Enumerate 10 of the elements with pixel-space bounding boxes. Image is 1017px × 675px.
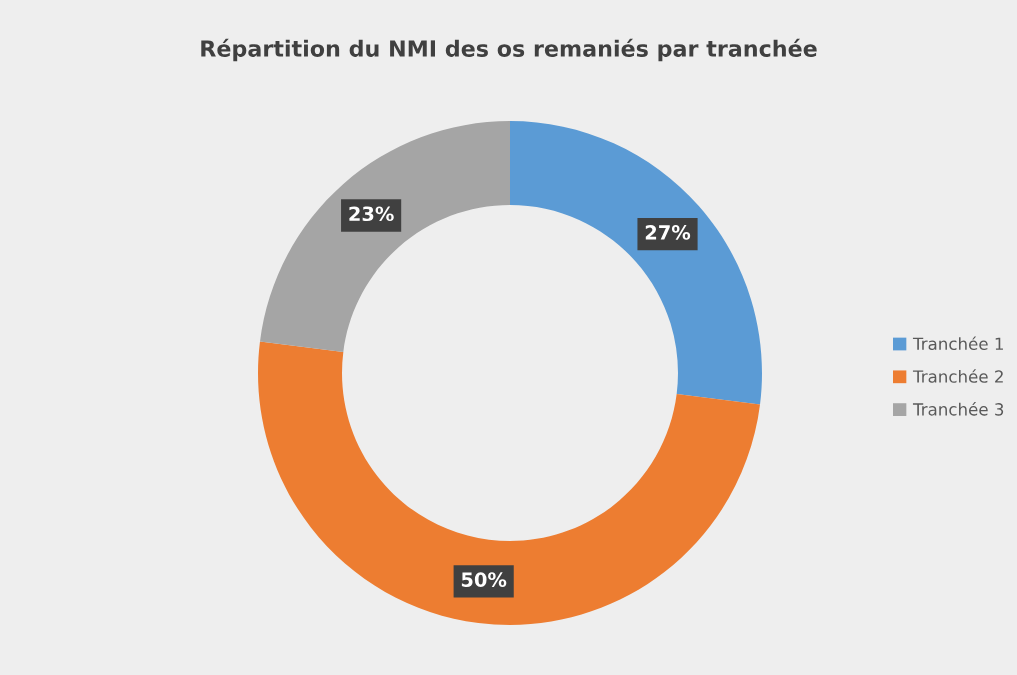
legend-label: Tranchée 3	[912, 402, 1004, 416]
legend-label: Tranchée 2	[912, 369, 1003, 383]
chart-title: Répartition du NMI des os remaniés par tranchée	[201, 38, 817, 62]
data-label: 23%	[349, 206, 394, 222]
data-label: 50%	[461, 572, 507, 587]
donut-slice	[259, 121, 510, 352]
legend-label: Tranchée 1	[912, 336, 1003, 351]
data-label: 27%	[645, 225, 691, 240]
donut-slice	[510, 121, 762, 405]
donut-slice	[258, 341, 761, 625]
